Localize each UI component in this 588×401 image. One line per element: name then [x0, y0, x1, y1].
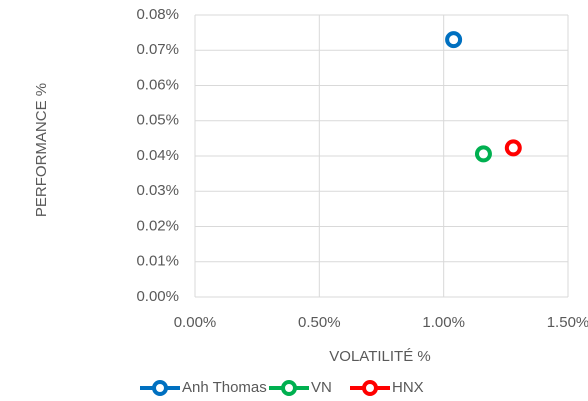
x-axis-label: VOLATILITÉ % [329, 348, 430, 365]
marker [474, 145, 492, 163]
legend-label: HNX [392, 379, 424, 396]
y-tick-label: 0.06% [136, 76, 179, 93]
y-axis-label: PERFORMANCE % [33, 83, 50, 217]
y-tick-label: 0.02% [136, 217, 179, 234]
x-tick-label: 1.00% [422, 314, 465, 331]
y-tick-label: 0.08% [136, 6, 179, 23]
y-tick-label: 0.03% [136, 182, 179, 199]
y-tick-label: 0.04% [136, 147, 179, 164]
legend-marker [362, 380, 378, 396]
x-tick-label: 0.00% [174, 314, 217, 331]
legend-marker [281, 380, 297, 396]
x-tick-label: 0.50% [298, 314, 341, 331]
y-tick-label: 0.05% [136, 112, 179, 129]
marker [504, 139, 522, 157]
legend-label: Anh Thomas [182, 379, 267, 396]
legend-label: VN [311, 379, 332, 396]
y-tick-label: 0.07% [136, 41, 179, 58]
x-tick-label: 1.50% [547, 314, 588, 331]
y-tick-label: 0.00% [136, 288, 179, 305]
marker [445, 31, 463, 49]
legend-marker [152, 380, 168, 396]
y-tick-label: 0.01% [136, 253, 179, 270]
